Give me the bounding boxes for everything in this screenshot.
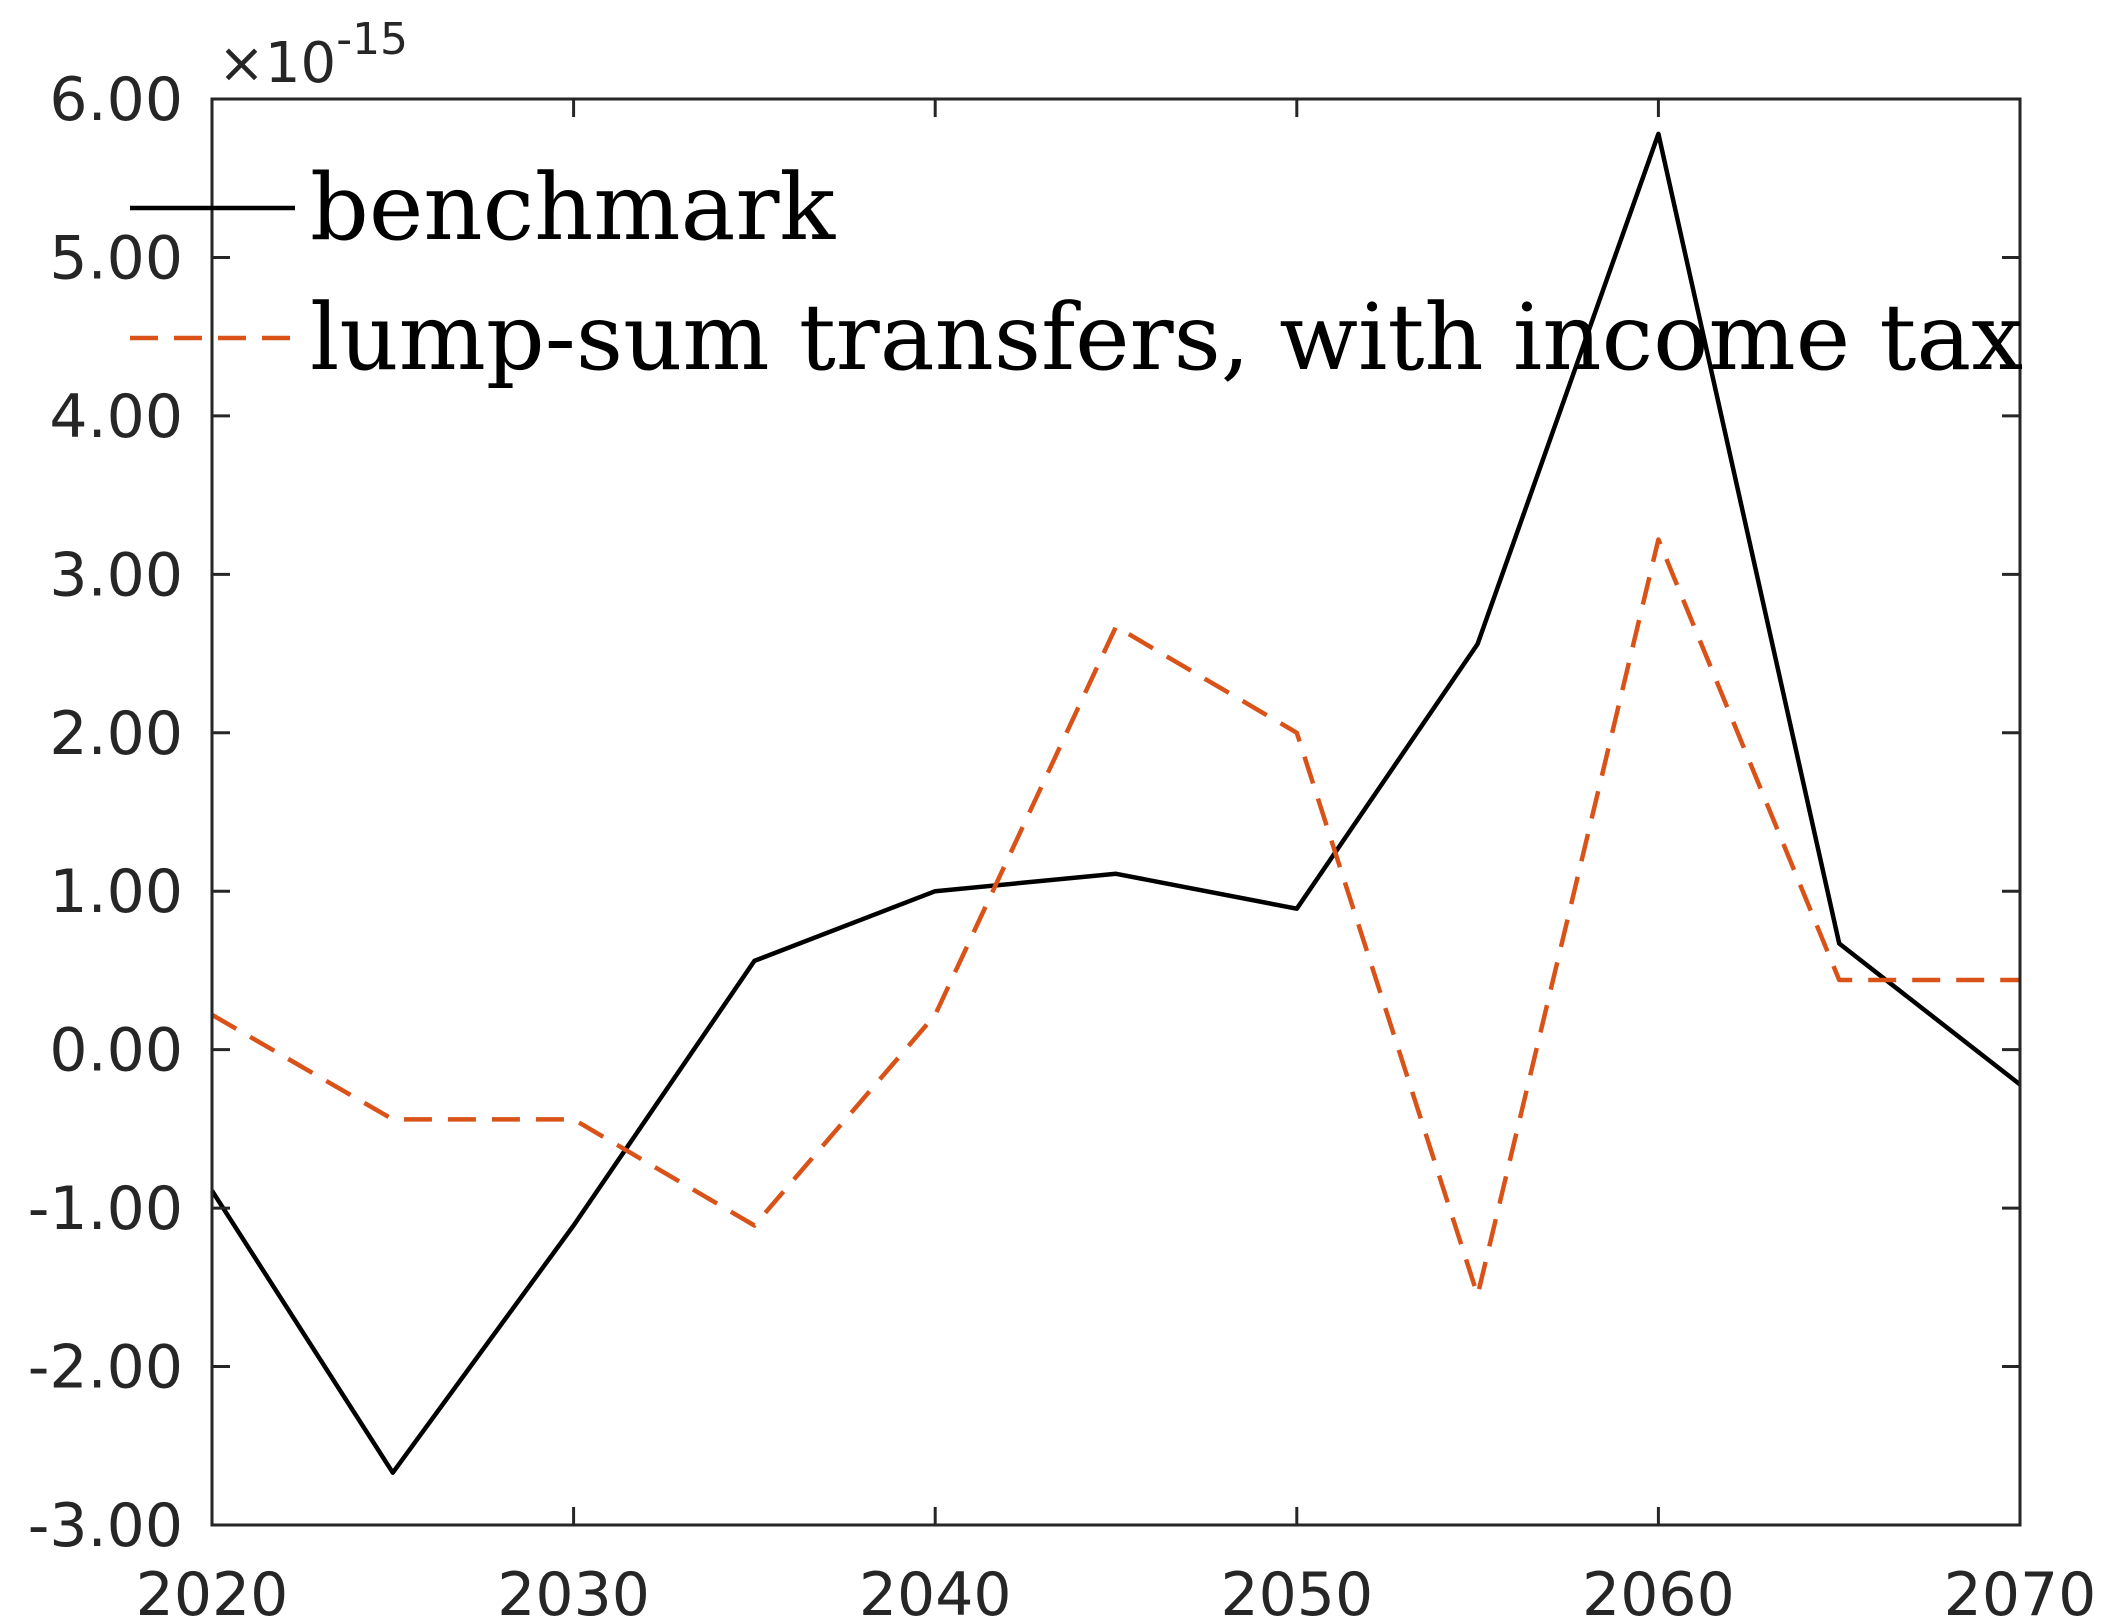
axis-tick-labels: 2020 2030 2040 2050 2060 2070 -3.00 -2.00 -1.00 0… bbox=[28, 65, 2097, 1622]
y-tick-label-5.00: 5.00 bbox=[49, 223, 183, 293]
x-tick-label-2050: 2050 bbox=[1220, 1560, 1373, 1622]
y-tick-label--1.00: -1.00 bbox=[28, 1174, 183, 1244]
y-tick-label-6.00: 6.00 bbox=[49, 65, 183, 135]
legend: benchmark lump-sum transfers, with income… bbox=[130, 154, 2023, 391]
plot-lines bbox=[210, 131, 2022, 1475]
y-tick-label-0.00: 0.00 bbox=[49, 1016, 183, 1086]
legend-label-1: benchmark bbox=[310, 154, 836, 261]
y-tick-label-2.00: 2.00 bbox=[49, 699, 183, 769]
axis-ticks bbox=[210, 97, 2022, 1527]
series-line-2 bbox=[210, 537, 2020, 1298]
y-tick-label--2.00: -2.00 bbox=[28, 1333, 183, 1403]
series-line-1 bbox=[210, 131, 2022, 1475]
x-tick-label-2020: 2020 bbox=[136, 1560, 289, 1622]
y-tick-label-3.00: 3.00 bbox=[49, 540, 183, 610]
axes-box bbox=[210, 97, 2022, 1527]
x-tick-label-2040: 2040 bbox=[859, 1560, 1012, 1622]
y-exponent-label: ×10-15 bbox=[218, 14, 408, 96]
y-tick-label--3.00: -3.00 bbox=[28, 1491, 183, 1561]
x-tick-label-2070: 2070 bbox=[1944, 1560, 2097, 1622]
y-tick-label-4.00: 4.00 bbox=[49, 382, 183, 452]
x-tick-label-2030: 2030 bbox=[497, 1560, 650, 1622]
y-tick-label-1.00: 1.00 bbox=[49, 857, 183, 927]
x-tick-label-2060: 2060 bbox=[1582, 1560, 1735, 1622]
legend-label-2: lump-sum transfers, with income tax bbox=[310, 284, 2023, 391]
